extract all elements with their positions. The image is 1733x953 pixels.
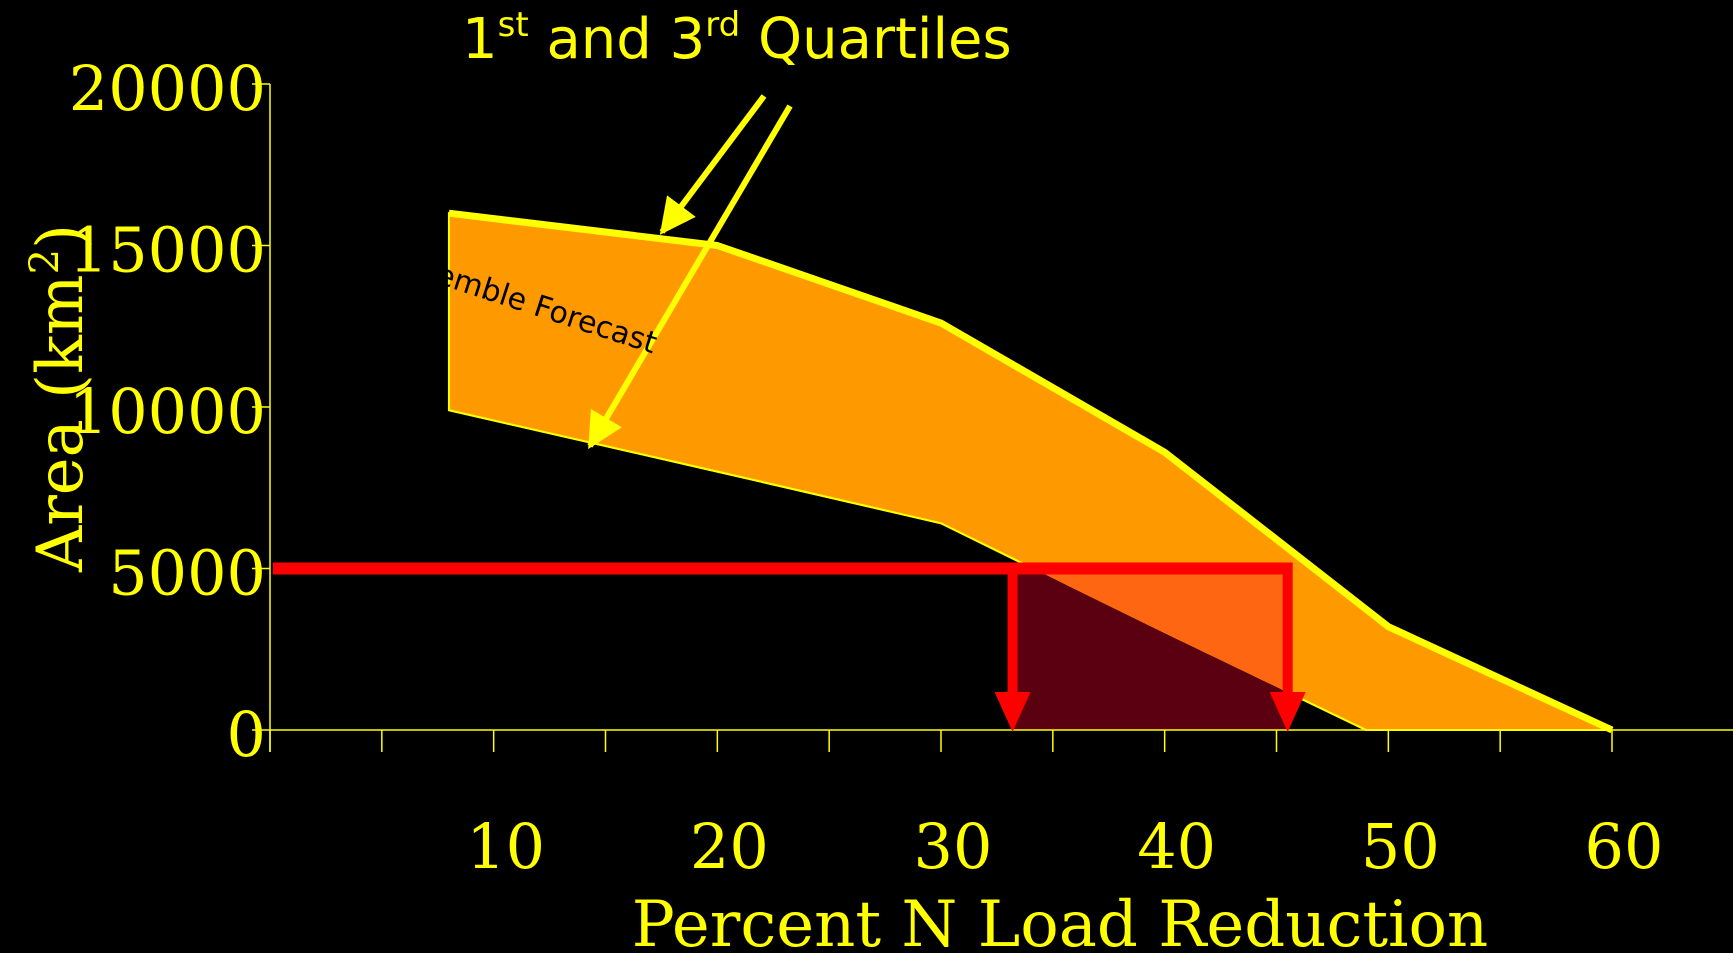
- within-band-overlap-region: [1012, 568, 1288, 693]
- y-tick-label: 0: [227, 698, 266, 771]
- below-lower-quartile-region: [1012, 568, 1288, 730]
- x-tick-label: 30: [914, 810, 993, 883]
- upper-quartile-arrow: [659, 94, 767, 235]
- threshold-markers: [273, 562, 1306, 732]
- upper-bound-arrowhead: [1269, 692, 1306, 732]
- y-tick-label: 10000: [69, 375, 266, 448]
- x-tick-label: 40: [1137, 810, 1216, 883]
- chart-title: 1st and 3rd Quartiles: [462, 5, 1012, 72]
- y-tick-label: 5000: [108, 537, 266, 610]
- lower-quartile-arrow: [587, 104, 793, 450]
- x-axis-label: Percent N Load Reduction: [632, 888, 1489, 953]
- threshold-overlap-region: [1012, 568, 1288, 730]
- x-tick-label: 50: [1361, 810, 1440, 883]
- y-tick-label: 15000: [69, 214, 266, 287]
- y-tick-label: 20000: [69, 52, 266, 125]
- x-tick-label: 10: [466, 810, 545, 883]
- annotations: [587, 94, 793, 450]
- x-tick-label: 60: [1585, 810, 1664, 883]
- axes: 10 20 30 40 50 60 0 5000 10000 15000 20000: [69, 52, 1733, 883]
- y-axis-label: Area (km2): [22, 224, 98, 573]
- upper-quartile-line: [448, 209, 1614, 734]
- lower-bound-arrowhead: [994, 692, 1031, 732]
- x-tick-label: 20: [690, 810, 769, 883]
